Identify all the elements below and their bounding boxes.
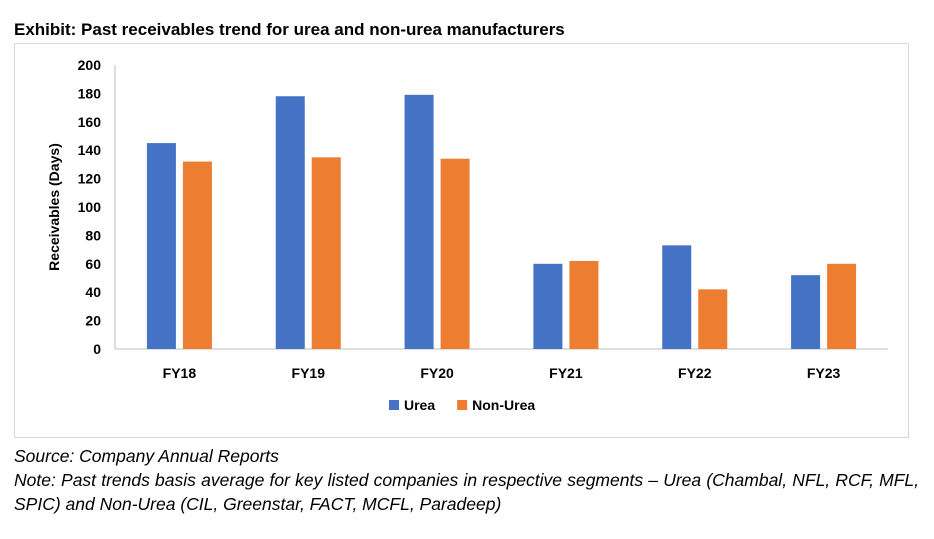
y-tick-label: 0: [93, 341, 101, 357]
bar-non-urea: [440, 158, 470, 349]
y-tick-label: 20: [85, 313, 101, 329]
chart-frame: 0 20 40 60 80 100 120 140 160 180 200 Receivables (…: [14, 43, 909, 438]
y-tick-label: 120: [78, 171, 102, 187]
x-tick-label: FY22: [678, 365, 712, 381]
y-tick-label: 200: [78, 57, 102, 73]
y-tick-label: 180: [78, 85, 102, 101]
y-tick-label: 40: [85, 284, 101, 300]
note-line: Note: Past trends basis average for key …: [14, 470, 919, 514]
exhibit-title: Exhibit: Past receivables trend for urea…: [14, 20, 565, 39]
bar-urea: [533, 263, 563, 349]
x-tick-label: FY23: [807, 365, 841, 381]
y-tick-label: 140: [78, 142, 102, 158]
legend-swatch-non-urea: [457, 400, 468, 410]
bar-non-urea: [182, 161, 212, 349]
y-axis-title: Receivables (Days): [46, 143, 62, 271]
bar-urea: [146, 143, 176, 349]
bar-non-urea: [311, 157, 341, 349]
source-line: Source: Company Annual Reports: [14, 446, 279, 466]
x-tick-label: FY20: [420, 365, 454, 381]
notes: Source: Company Annual Reports Note: Pas…: [14, 444, 919, 516]
x-tick-label: FY18: [163, 365, 197, 381]
y-tick-label: 160: [78, 114, 102, 130]
x-tick-label: FY19: [292, 365, 326, 381]
bar-urea: [275, 96, 305, 349]
bar-urea: [662, 245, 692, 349]
y-tick-label: 100: [78, 199, 102, 215]
bar-non-urea: [698, 289, 728, 349]
legend-label: Urea: [404, 397, 435, 413]
bar-urea: [791, 275, 821, 349]
legend-swatch-urea: [389, 400, 399, 410]
x-tick-label: FY21: [549, 365, 583, 381]
y-tick-label: 80: [85, 227, 101, 243]
bar-urea: [404, 94, 434, 349]
legend-label: Non-Urea: [472, 397, 535, 413]
bar-non-urea: [569, 260, 599, 349]
receivables-bar-chart: 0 20 40 60 80 100 120 140 160 180 200 Receivables (…: [46, 57, 888, 413]
bar-non-urea: [827, 263, 857, 349]
y-tick-label: 60: [85, 256, 101, 272]
